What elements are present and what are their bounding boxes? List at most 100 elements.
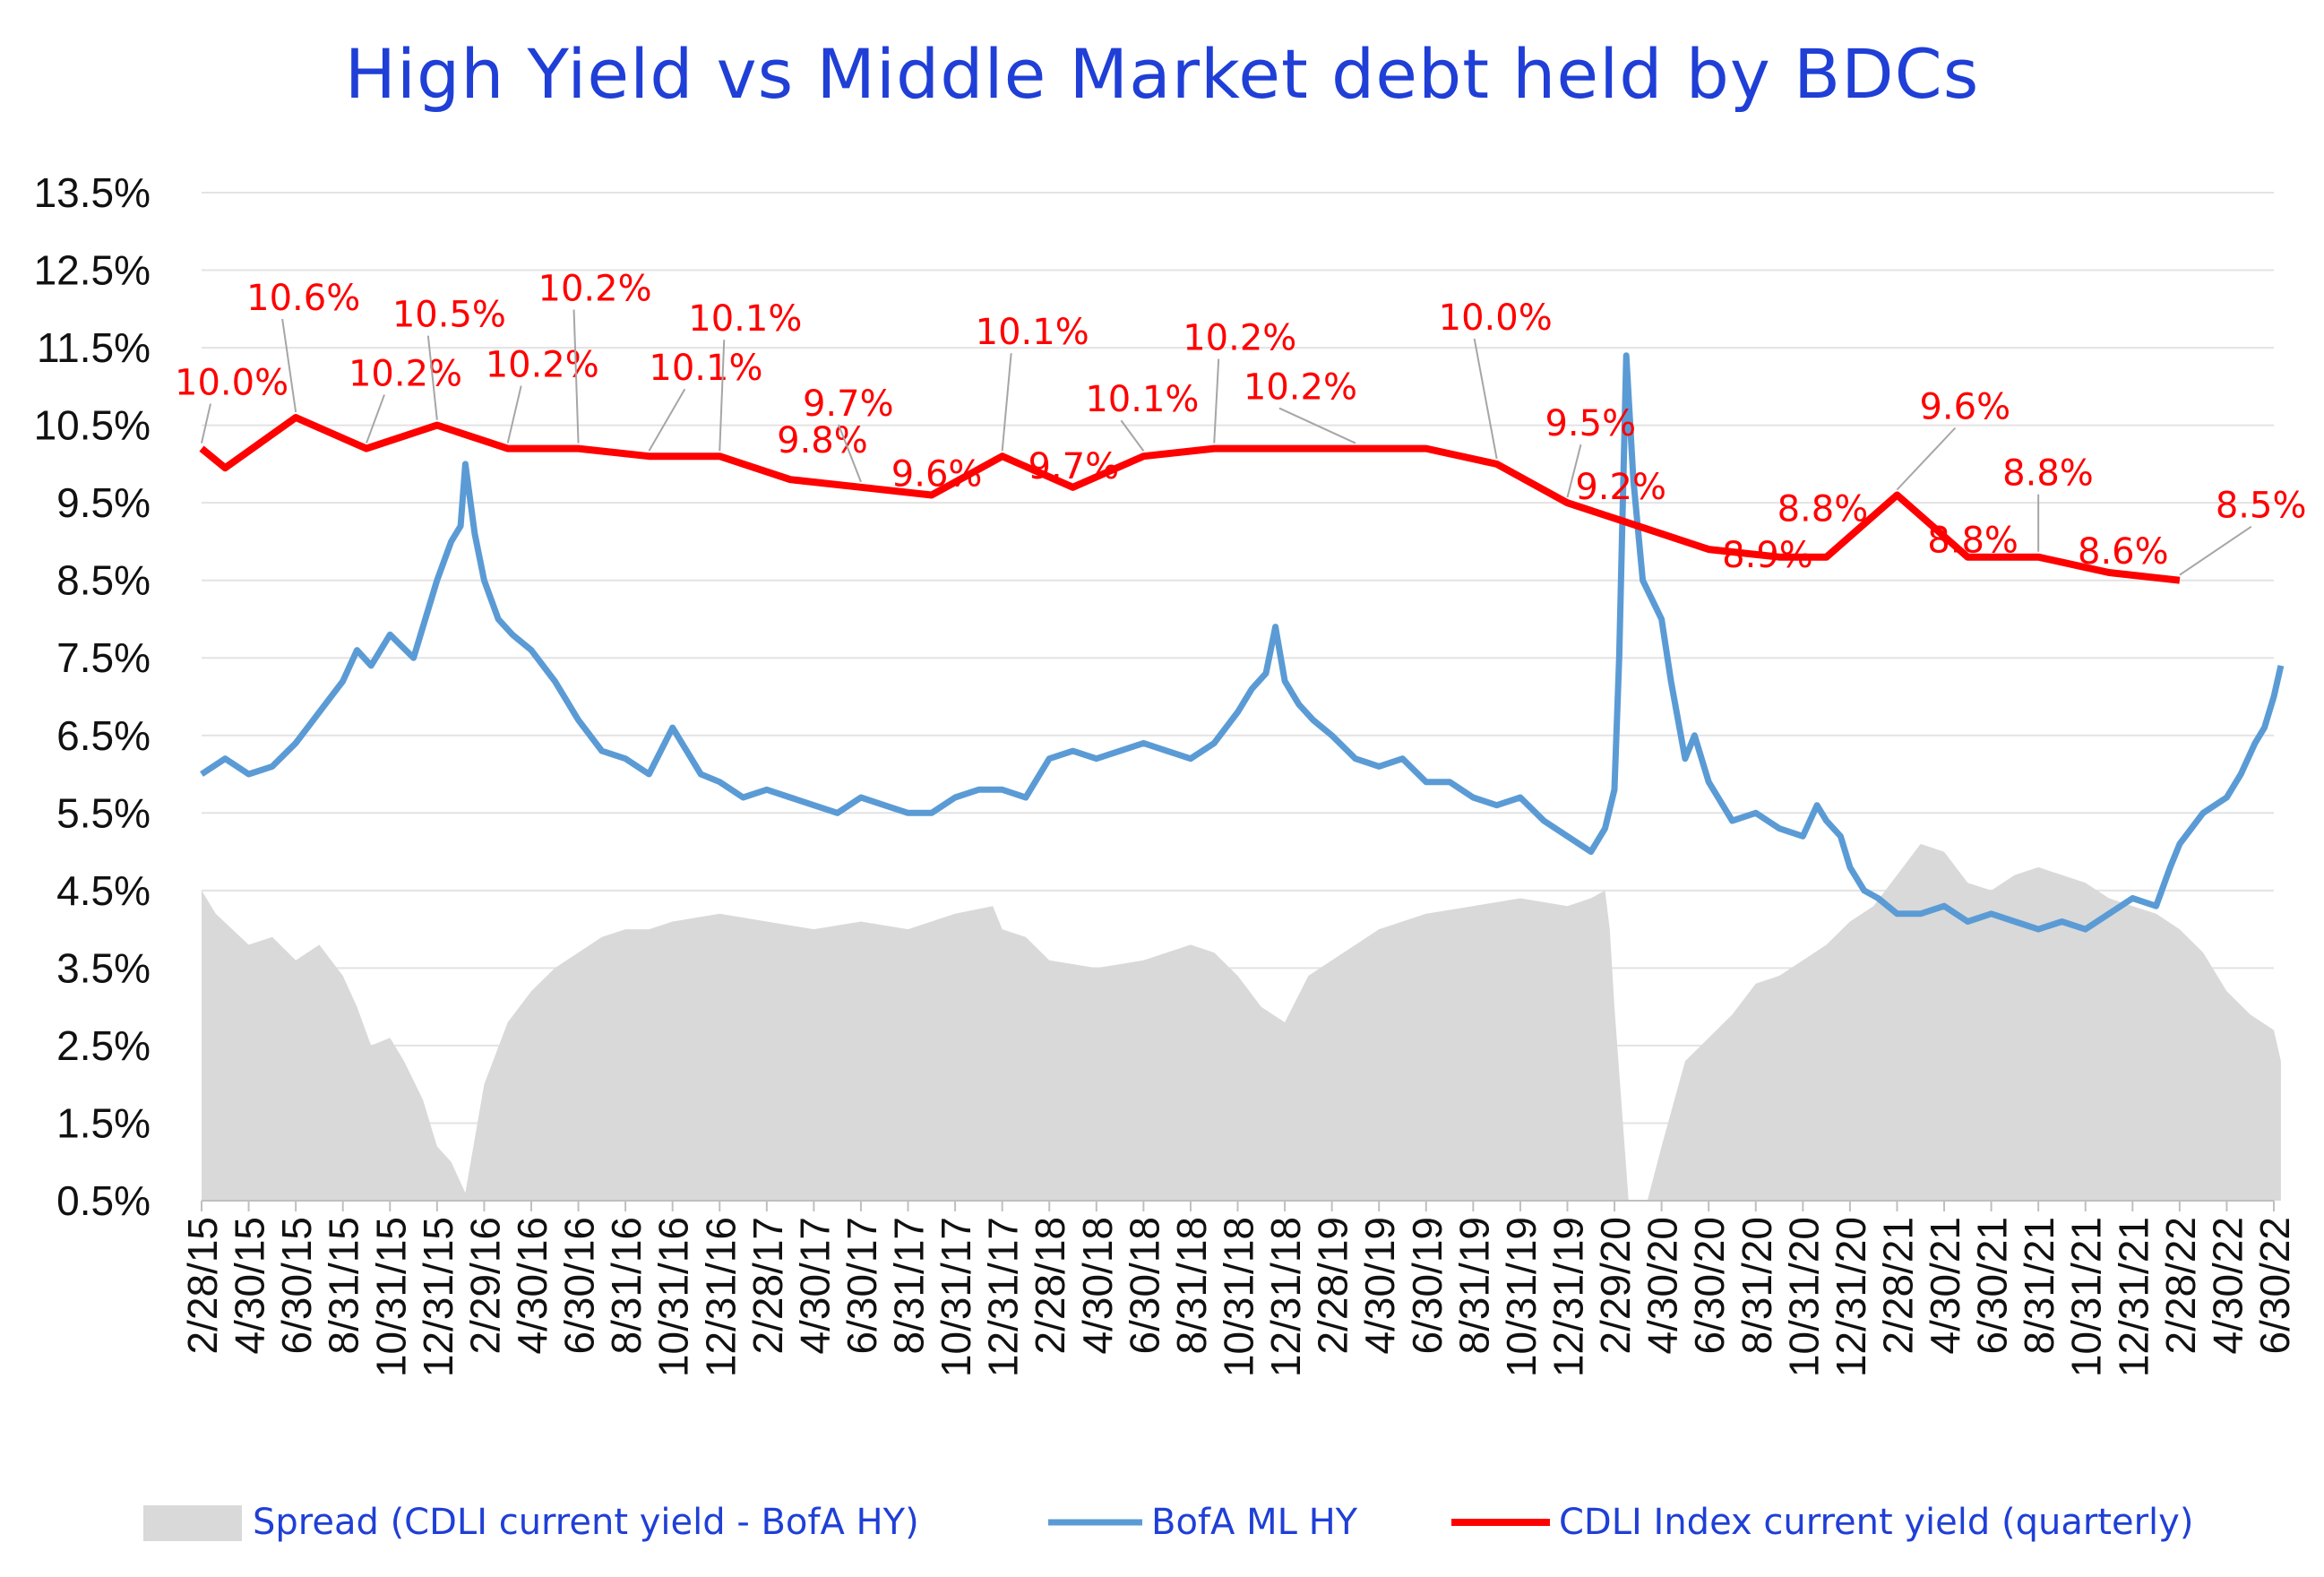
data-label-leader (572, 309, 580, 444)
x-tick-label: 8/31/21 (2016, 1217, 2062, 1354)
data-label: 10.2% (538, 269, 652, 310)
y-tick-label: 11.5% (37, 324, 151, 371)
data-label-leader (201, 403, 211, 444)
data-label-leader (506, 385, 522, 444)
x-tick-label: 8/31/15 (321, 1217, 367, 1354)
data-label: 9.7% (803, 383, 894, 425)
data-label: 10.2% (1183, 318, 1296, 359)
y-tick-label: 5.5% (56, 789, 151, 836)
data-label: 9.6% (891, 454, 983, 496)
data-label-leader (1278, 407, 1356, 444)
data-label: 9.2% (1575, 467, 1666, 508)
x-tick-label: 10/31/19 (1498, 1217, 1545, 1377)
data-label-leader (1566, 444, 1582, 498)
legend-label-hy: BofA ML HY (1151, 1502, 1358, 1543)
data-label-leader (838, 424, 862, 483)
data-label: 8.8% (1927, 521, 2018, 562)
data-label: 10.0% (1439, 297, 1553, 339)
legend-swatch-spread (143, 1505, 242, 1541)
y-tick-label: 13.5% (34, 169, 151, 216)
legend: Spread (CDLI current yield - BofA HY) Bof… (143, 1502, 2193, 1543)
y-tick-label: 12.5% (34, 247, 151, 294)
data-label: 8.9% (1722, 535, 1813, 576)
y-tick-label: 10.5% (34, 402, 151, 449)
legend-label-cdli: CDLI Index current yield (quarterly) (1559, 1502, 2193, 1543)
x-tick-label: 12/31/18 (1262, 1217, 1309, 1377)
data-label: 8.8% (2002, 453, 2094, 495)
bofa-hy-line-series (200, 352, 2285, 933)
chart-title: High Yield vs Middle Market debt held by… (344, 34, 1980, 114)
data-label-leader (426, 335, 438, 420)
x-tick-label: 6/30/20 (1686, 1217, 1733, 1354)
x-tick-label: 6/30/21 (1969, 1217, 2016, 1354)
data-label: 10.1% (976, 312, 1089, 353)
y-tick-label: 2.5% (56, 1022, 151, 1069)
cdli-line-series (199, 414, 2181, 584)
y-tick-label: 7.5% (56, 634, 151, 681)
x-tick-label: 6/30/19 (1404, 1217, 1450, 1354)
cdli-line (199, 414, 2181, 584)
data-label: 10.0% (175, 363, 288, 404)
y-tick-label: 9.5% (56, 479, 151, 526)
x-tick-label: 10/31/15 (367, 1217, 414, 1377)
y-tick-label: 3.5% (56, 944, 151, 991)
x-tick-label: 2/28/19 (1310, 1217, 1356, 1354)
x-tick-label: 10/31/21 (2063, 1217, 2110, 1377)
y-tick-label: 6.5% (56, 712, 151, 759)
data-label: 9.6% (1919, 387, 2010, 428)
y-tick-label: 1.5% (56, 1099, 151, 1146)
x-tick-label: 6/30/17 (839, 1217, 885, 1354)
x-tick-label: 2/28/18 (1027, 1217, 1073, 1354)
x-tick-label: 2/28/21 (1874, 1217, 1921, 1354)
x-tick-label: 4/30/19 (1356, 1217, 1403, 1354)
data-label-leader (1896, 427, 1957, 491)
x-tick-label: 8/31/17 (886, 1217, 933, 1354)
x-tick-label: 2/29/16 (461, 1217, 508, 1354)
axes: 0.5% 1.5% 2.5% 3.5% 4.5% 5.5% 6.5% 7.5% 8.5% 9.5%… (34, 169, 2298, 1377)
data-label: 10.6% (246, 278, 360, 319)
data-label: 10.5% (392, 295, 506, 336)
x-tick-label: 2/28/17 (745, 1217, 791, 1354)
x-tick-label: 4/30/22 (2204, 1217, 2251, 1354)
x-tick-label: 12/31/17 (980, 1217, 1027, 1377)
data-labels: 10.0% 10.6% 10.2% 10.5% 10.2% 10.2% 10.1% 10.1%… (175, 269, 2306, 576)
spread-area-series (202, 843, 2281, 1201)
x-tick-label: 10/31/16 (650, 1217, 697, 1377)
x-tick-label: 2/28/22 (2157, 1217, 2204, 1354)
spread-area (202, 843, 2281, 1201)
data-label-leader (648, 388, 686, 452)
data-label: 10.2% (349, 354, 462, 395)
data-label: 8.5% (2216, 486, 2307, 527)
x-tick-label: 4/30/21 (1922, 1217, 1968, 1354)
bofa-hy-line (200, 352, 2285, 933)
data-label: 9.7% (1029, 446, 1120, 487)
data-label: 9.8% (777, 420, 868, 461)
data-label-leader (719, 340, 726, 452)
x-tick-label: 4/30/15 (227, 1217, 273, 1354)
data-label-leader (2179, 525, 2252, 576)
data-label-leader (1120, 419, 1145, 452)
x-tick-label: 4/30/16 (509, 1217, 555, 1354)
x-tick-label: 12/31/19 (1545, 1217, 1591, 1377)
x-tick-label: 12/31/15 (415, 1217, 461, 1377)
x-tick-label: 4/30/17 (791, 1217, 838, 1354)
x-tick-label: 2/28/15 (179, 1217, 226, 1354)
data-label: 10.1% (1085, 379, 1199, 420)
x-tick-label: 6/30/16 (556, 1217, 603, 1354)
x-tick-label: 8/31/19 (1450, 1217, 1497, 1354)
x-tick-label: 12/31/20 (1828, 1217, 1874, 1377)
data-label: 10.2% (1244, 367, 1357, 409)
x-tick-label: 8/31/16 (603, 1217, 650, 1354)
data-label: 10.1% (649, 348, 762, 389)
data-label: 10.2% (486, 345, 599, 386)
x-tick-label: 10/31/17 (933, 1217, 979, 1377)
x-tick-label: 4/30/20 (1640, 1217, 1686, 1354)
y-tick-label: 0.5% (56, 1177, 151, 1224)
x-tick-label: 8/31/20 (1734, 1217, 1780, 1354)
legend-label-spread: Spread (CDLI current yield - BofA HY) (253, 1502, 919, 1543)
x-tick-label: 12/31/16 (697, 1217, 744, 1377)
x-tick-label: 6/30/15 (273, 1217, 320, 1354)
x-tick-label: 10/31/18 (1216, 1217, 1262, 1377)
y-tick-label: 4.5% (56, 867, 151, 914)
data-label: 10.1% (688, 298, 802, 340)
